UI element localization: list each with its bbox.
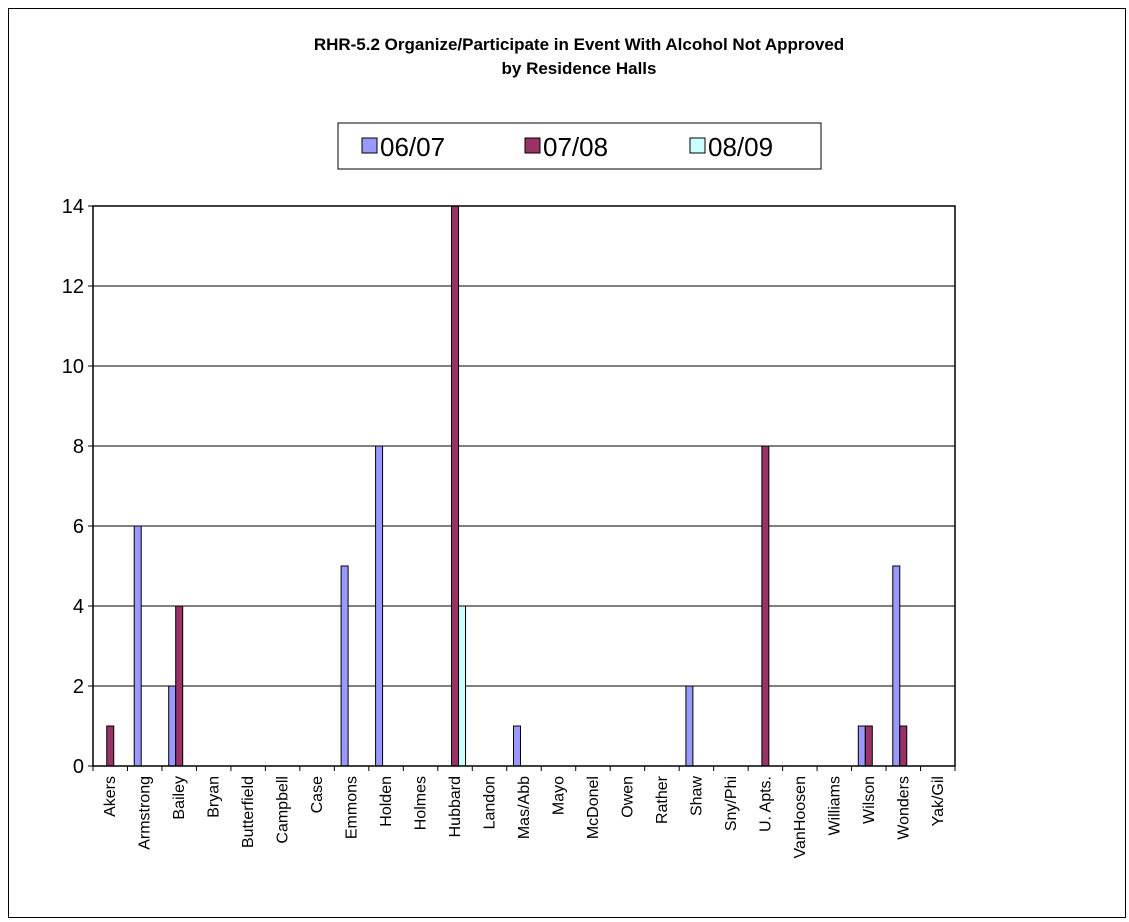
legend-label: 07/08 bbox=[543, 132, 608, 162]
y-tick-label: 10 bbox=[62, 356, 84, 378]
bar-07-08-akers bbox=[106, 725, 115, 767]
x-category-label: Owen bbox=[619, 776, 636, 818]
axes bbox=[92, 205, 956, 767]
legend-label: 08/09 bbox=[708, 132, 773, 162]
bar-07-08-wonders bbox=[899, 725, 908, 767]
bar-06-07-armstrong bbox=[133, 525, 142, 767]
y-tick-label: 0 bbox=[73, 756, 84, 778]
x-category-label: Campbell bbox=[275, 776, 292, 844]
bar-07-08-bailey bbox=[175, 605, 184, 767]
bar-07-08-hubbard bbox=[451, 205, 460, 767]
x-category-label: McDonel bbox=[585, 776, 602, 839]
bar-06-07-bailey bbox=[168, 685, 177, 767]
x-category-label: Bailey bbox=[171, 776, 188, 820]
legend-swatch bbox=[524, 137, 541, 154]
y-tick-label: 14 bbox=[62, 196, 84, 218]
x-category-label: Case bbox=[309, 776, 326, 813]
bar-06-07-wonders bbox=[892, 565, 901, 767]
bar-06-07-emmons bbox=[340, 565, 349, 767]
bar-07-08-wilson bbox=[864, 725, 873, 767]
x-category-label: Shaw bbox=[688, 776, 705, 816]
x-category-label: Akers bbox=[102, 776, 119, 817]
x-category-label: Rather bbox=[654, 775, 671, 824]
legend-box bbox=[337, 122, 822, 170]
chart-subtitle: by Residence Halls bbox=[502, 59, 657, 78]
legend-swatch bbox=[361, 137, 378, 154]
x-category-label: VanHoosen bbox=[792, 776, 809, 858]
bar-06-07-holden bbox=[375, 445, 384, 767]
x-category-label: Holden bbox=[378, 776, 395, 827]
x-category-label: Bryan bbox=[206, 776, 223, 818]
legend-label: 06/07 bbox=[380, 132, 445, 162]
x-category-label: Landon bbox=[482, 776, 499, 829]
bar-06-07-wilson bbox=[857, 725, 866, 767]
x-category-label: Williams bbox=[826, 776, 843, 836]
x-axis-ticks: Akers Armstrong Bailey Bryan Butterfield Camp… bbox=[92, 766, 956, 858]
bar-08-09-hubbard bbox=[458, 605, 467, 767]
y-tick-label: 8 bbox=[73, 436, 84, 458]
x-category-label: Wilson bbox=[861, 776, 878, 824]
plot-area-border bbox=[92, 205, 956, 767]
x-category-label: Hubbard bbox=[447, 776, 464, 837]
chart-frame bbox=[8, 8, 1126, 918]
legend: 06/07 07/08 08/09 bbox=[337, 122, 822, 170]
bars bbox=[106, 205, 908, 767]
x-category-label: Butterfield bbox=[240, 776, 257, 848]
y-tick-label: 4 bbox=[73, 596, 84, 618]
x-category-label: Emmons bbox=[344, 776, 361, 839]
y-tick-label: 12 bbox=[62, 276, 84, 298]
x-category-label: Holmes bbox=[413, 776, 430, 830]
bar-07-08-u-apts- bbox=[761, 445, 770, 767]
bar-06-07-mas-abb bbox=[513, 725, 521, 767]
x-category-label: Wonders bbox=[895, 776, 912, 840]
legend-swatch bbox=[689, 137, 706, 154]
x-category-label: Armstrong bbox=[137, 776, 154, 850]
y-axis-ticks: 0 2 4 6 8 10 12 14 bbox=[62, 196, 93, 778]
gridlines bbox=[93, 205, 955, 687]
y-tick-label: 2 bbox=[73, 676, 84, 698]
x-category-label: Sny/Phi bbox=[723, 776, 740, 831]
chart-title: RHR-5.2 Organize/Participate in Event Wi… bbox=[314, 35, 844, 54]
bar-06-07-shaw bbox=[685, 685, 694, 767]
y-tick-label: 6 bbox=[73, 516, 84, 538]
x-category-label: Mas/Abb bbox=[516, 776, 533, 839]
x-category-label: Yak/Gil bbox=[930, 776, 947, 826]
x-category-label: Mayo bbox=[550, 776, 567, 815]
x-category-label: U. Apts. bbox=[757, 776, 774, 832]
